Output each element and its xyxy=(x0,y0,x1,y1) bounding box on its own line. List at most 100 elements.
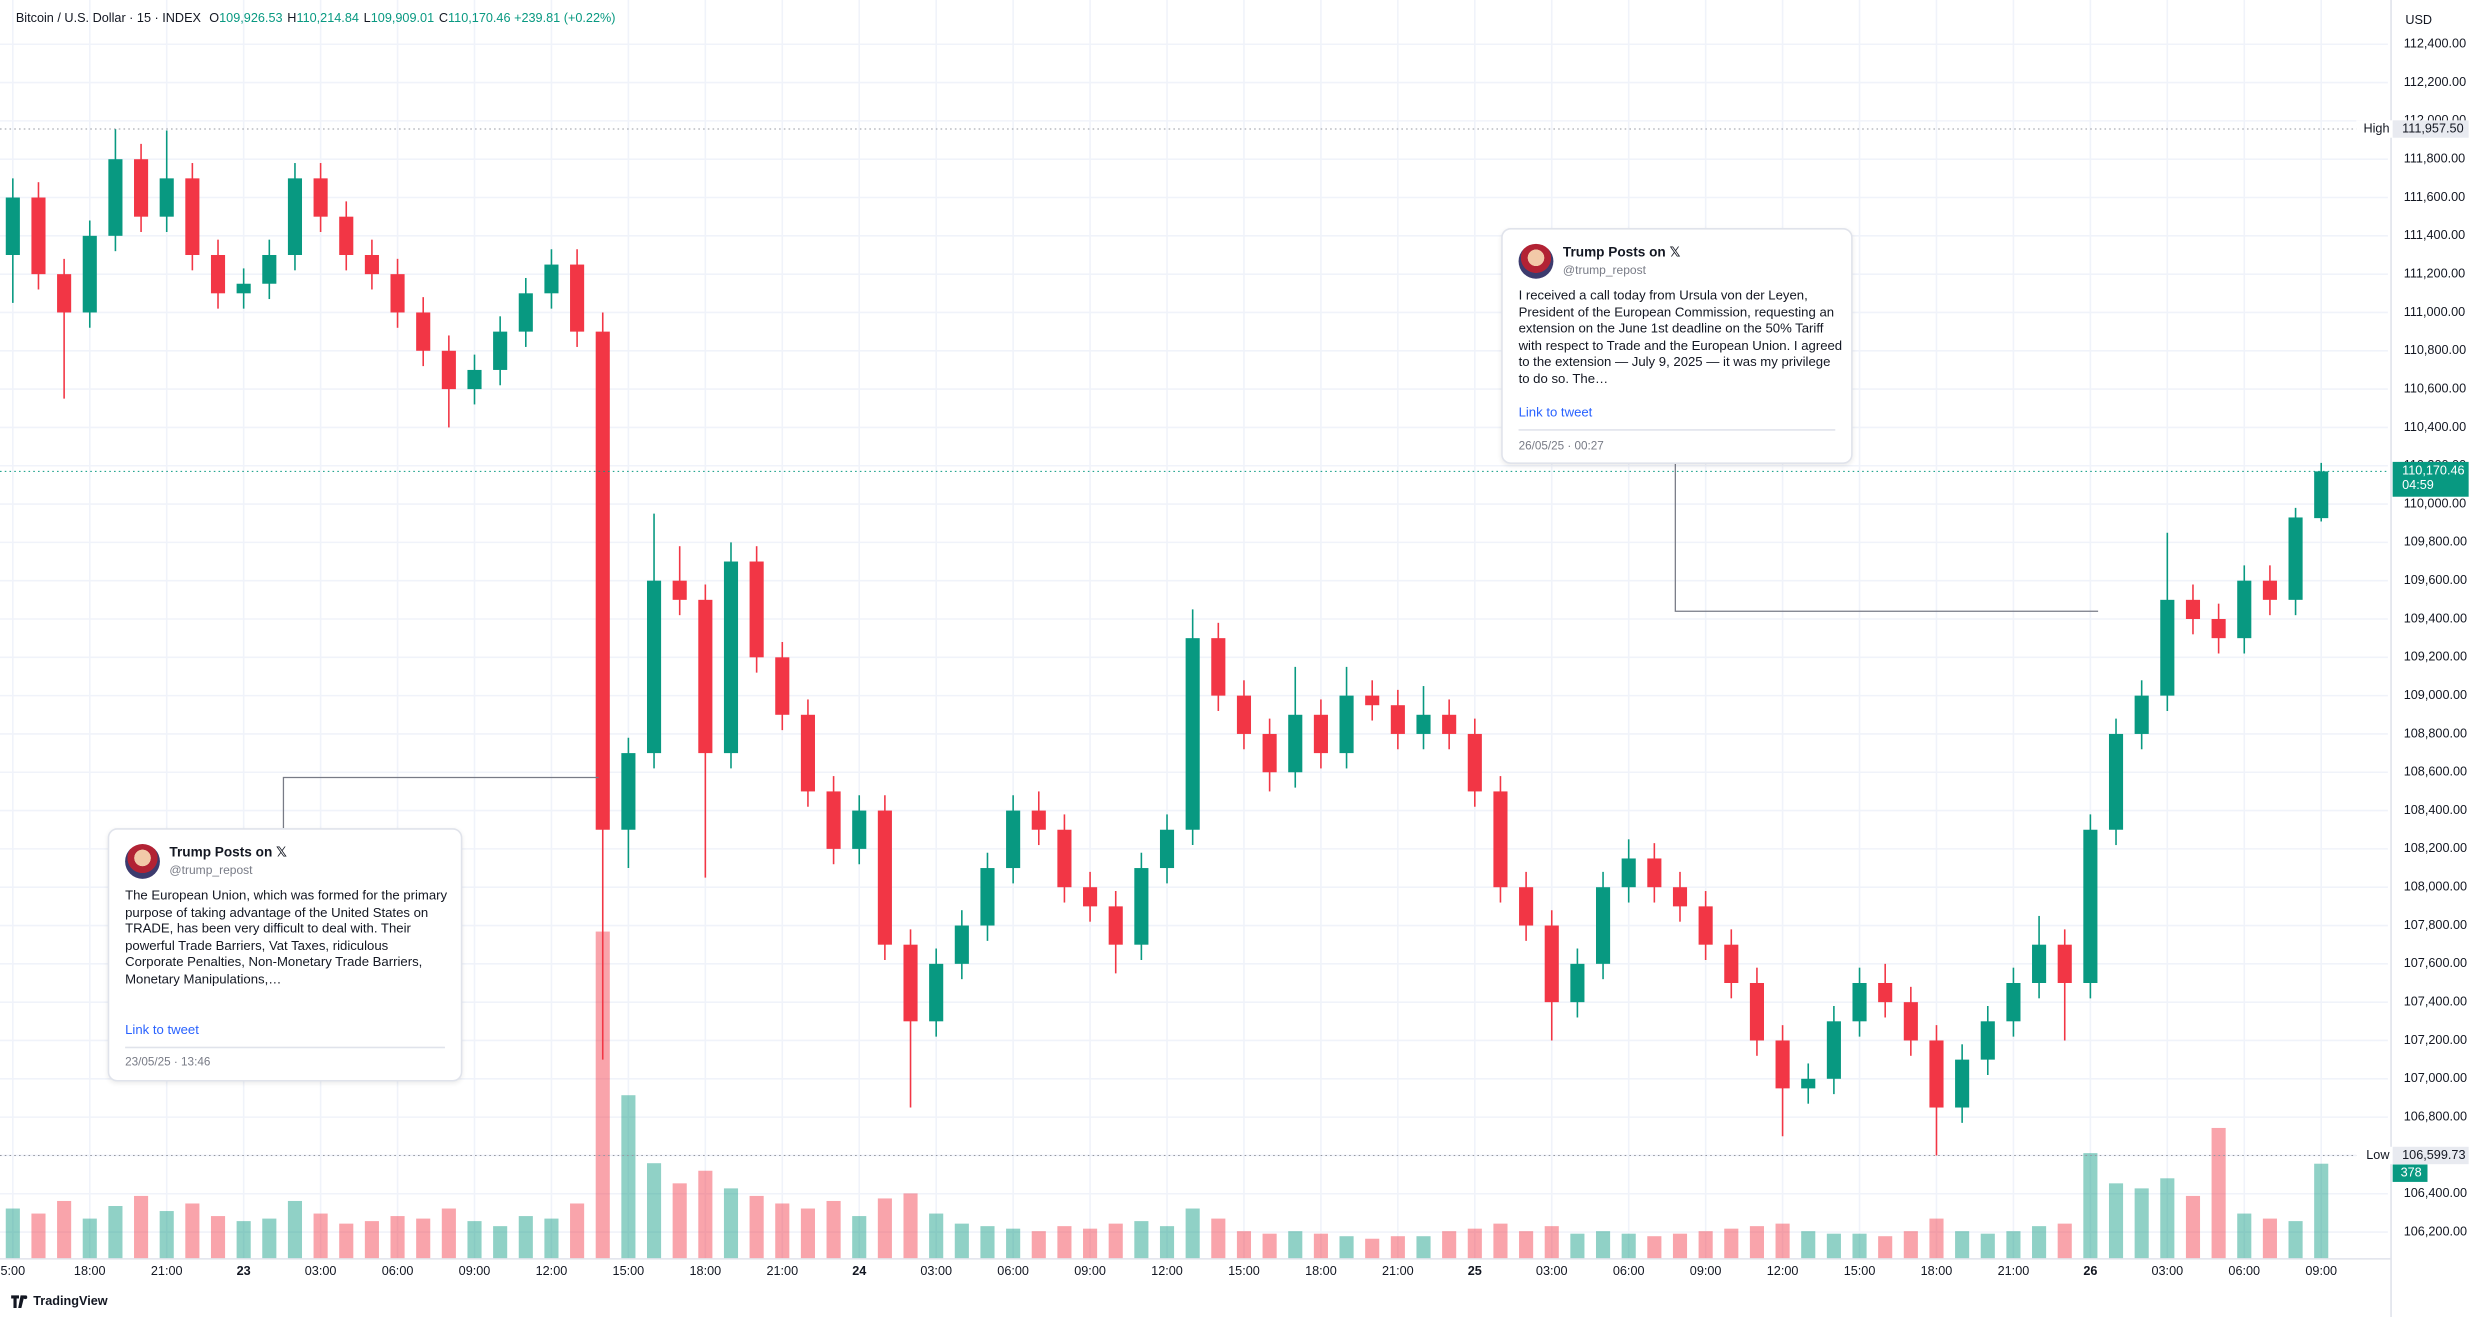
volume-bar xyxy=(1621,1233,1636,1259)
candle-body xyxy=(416,312,431,351)
volume-bar xyxy=(1236,1231,1252,1259)
x-tick-label: 25 xyxy=(1468,1264,1482,1278)
volume-bar xyxy=(2083,1153,2098,1259)
candle-body xyxy=(210,254,226,294)
volume-bar xyxy=(262,1218,277,1259)
y-tick-label: 106,800.00 xyxy=(2404,1109,2467,1123)
volume-bar xyxy=(2108,1183,2124,1259)
volume-bar xyxy=(2237,1213,2252,1259)
axes: 106,200.00106,400.00106,600.00106,800.00… xyxy=(1,37,2469,1278)
y-tick-label: 109,000.00 xyxy=(2404,688,2467,702)
candle-body xyxy=(1442,714,1457,734)
tweet-link[interactable]: Link to tweet xyxy=(125,1021,199,1038)
volume-bar xyxy=(1775,1223,1790,1259)
volume-bar xyxy=(210,1216,226,1259)
volume-bar xyxy=(1467,1228,1482,1259)
x-tick-label: 09:00 xyxy=(1690,1264,1722,1278)
x-tick-label: 21:00 xyxy=(151,1264,183,1278)
candle-body xyxy=(621,753,636,830)
volume-bar xyxy=(1980,1233,1995,1259)
y-tick-label: 109,600.00 xyxy=(2404,573,2467,587)
avatar xyxy=(1518,243,1554,279)
avatar xyxy=(125,844,160,879)
candle-body xyxy=(1211,638,1226,696)
legend-key: C xyxy=(438,11,449,26)
volume-bar xyxy=(877,1198,892,1259)
volume-bar xyxy=(2211,1127,2226,1259)
y-tick-label: 107,200.00 xyxy=(2404,1033,2467,1047)
candle-body xyxy=(903,944,918,1022)
candle-body xyxy=(390,274,405,313)
y-tick-label: 111,000.00 xyxy=(2404,305,2465,319)
volume-bar xyxy=(1211,1218,1226,1259)
candle-body xyxy=(1313,714,1328,754)
candle-body xyxy=(672,580,687,600)
x-tick-label: 03:00 xyxy=(305,1264,337,1278)
tweet-link[interactable]: Link to tweet xyxy=(1518,403,1593,420)
volume-bar xyxy=(2185,1195,2201,1259)
candle-body xyxy=(929,963,944,1022)
candle-body xyxy=(1595,887,1611,964)
y-tick-label: 106,400.00 xyxy=(2404,1186,2467,1200)
x-tick-label: 18:00 xyxy=(690,1264,722,1278)
candle-body xyxy=(980,868,995,926)
legend-key: L xyxy=(363,11,371,26)
volume-bar xyxy=(723,1188,739,1259)
x-tick-label: 06:00 xyxy=(997,1264,1029,1278)
candle-body xyxy=(31,197,46,275)
candle-body xyxy=(1929,1040,1944,1108)
candle-body xyxy=(1416,714,1431,734)
candle-body xyxy=(1621,858,1636,888)
candle-body xyxy=(1801,1078,1816,1089)
volume-box xyxy=(2392,1164,2428,1182)
x-tick-label: 21:00 xyxy=(766,1264,798,1278)
candle-body xyxy=(570,264,585,332)
marker-value: 111,957.50 xyxy=(2402,121,2463,135)
countdown: 04:59 xyxy=(2402,478,2434,492)
x-tick-label: 09:00 xyxy=(2305,1264,2337,1278)
y-tick-label: 111,800.00 xyxy=(2404,152,2465,166)
legend-value: 110,214.84 xyxy=(296,11,359,26)
legend-key: H xyxy=(287,11,297,26)
x-tick-label: 09:00 xyxy=(1074,1264,1106,1278)
candle-body xyxy=(1826,1021,1841,1079)
volume-bar xyxy=(1262,1233,1277,1259)
volume-bar xyxy=(134,1195,149,1259)
volume-bar xyxy=(570,1203,585,1259)
y-tick-label: 107,800.00 xyxy=(2404,918,2467,932)
x-tick-label: 03:00 xyxy=(920,1264,952,1278)
candle-body xyxy=(1647,858,1662,888)
volume-bar xyxy=(1108,1223,1123,1259)
volume-bar xyxy=(595,931,610,1259)
volume-bar xyxy=(441,1208,456,1259)
volume-bar xyxy=(1955,1231,1970,1259)
candle-body xyxy=(108,159,123,236)
candle-body xyxy=(262,254,277,284)
candle-body xyxy=(1698,906,1713,945)
volume-bar xyxy=(1672,1233,1688,1259)
currency-label: USD xyxy=(2405,13,2432,27)
candle-body xyxy=(749,561,764,658)
volume-bar xyxy=(698,1170,713,1259)
y-tick-label: 107,600.00 xyxy=(2404,956,2467,970)
x-tick-label: 03:00 xyxy=(1536,1264,1568,1278)
volume-bar xyxy=(82,1218,97,1259)
volume-bar xyxy=(903,1193,918,1259)
divider xyxy=(1518,429,1836,431)
volume-bar xyxy=(2006,1231,2021,1259)
candle-body xyxy=(2032,944,2047,983)
candle-body xyxy=(1390,705,1405,734)
tweet-text: I received a call today from Ursula von … xyxy=(1518,286,1843,387)
candle-body xyxy=(1236,695,1252,734)
y-tick-label: 109,400.00 xyxy=(2404,611,2467,625)
volume-bar xyxy=(1724,1228,1739,1259)
candle-body xyxy=(1031,810,1046,830)
volume-bar xyxy=(493,1226,508,1259)
volume-bar xyxy=(672,1183,687,1259)
x-tick-label: 26 xyxy=(2083,1264,2097,1278)
marker-label-bg xyxy=(2356,120,2393,138)
y-tick-label: 110,000.00 xyxy=(2404,496,2466,510)
x-tick-label: 06:00 xyxy=(382,1264,414,1278)
